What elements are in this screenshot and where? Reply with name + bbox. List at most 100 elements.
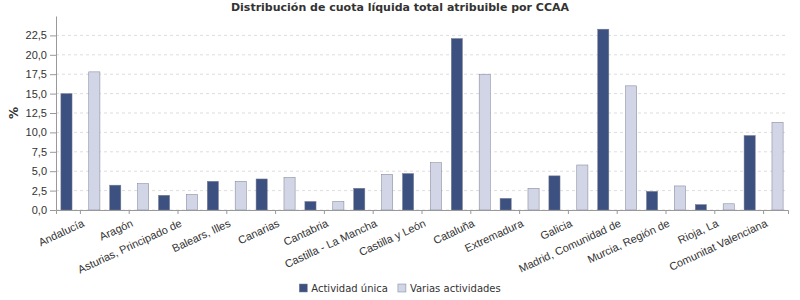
y-tick-mark — [50, 94, 56, 95]
y-tick: 20,0 — [26, 49, 56, 61]
x-tick-label: Murcia, Región de — [585, 217, 671, 266]
plot: 0,0 2,5 5,0 7,5 10,0 12,5 15,0 17,5 20,0 22,5 Anda… — [26, 17, 789, 276]
bar — [430, 163, 441, 210]
y-tick-mark — [50, 152, 56, 153]
y-axis-title: % — [7, 107, 21, 119]
grid-line — [56, 151, 788, 152]
x-tick-mark — [80, 210, 81, 214]
x-tick: Madrid, Comunidad de — [517, 210, 623, 275]
y-tick-label: 15,0 — [26, 88, 47, 100]
bar — [186, 194, 197, 210]
bar — [598, 29, 609, 210]
x-tick-label: Andalucía — [36, 216, 86, 248]
grid-line — [56, 113, 788, 114]
y-tick-label: 17,5 — [26, 68, 47, 80]
x-tick-mark — [568, 210, 569, 214]
x-tick-label: Balears, Illes — [170, 217, 233, 255]
x-tick: Balears, Illes — [170, 210, 233, 254]
y-tick: 10,0 — [26, 126, 56, 138]
x-tick-mark — [324, 210, 325, 214]
y-tick-mark — [50, 210, 56, 211]
x-tick-mark — [275, 210, 276, 214]
y-tick-mark — [50, 191, 56, 192]
bar — [382, 174, 393, 210]
bar — [305, 201, 316, 210]
legend-item: Varias actividades — [398, 283, 501, 294]
y-tick-label: 20,0 — [26, 49, 47, 61]
bar — [402, 174, 413, 210]
bar — [626, 86, 637, 210]
bar — [577, 165, 588, 210]
y-axis-line — [56, 17, 57, 211]
x-tick: Extremadura — [463, 210, 526, 254]
title: Distribución de cuota líquida total atri… — [231, 1, 570, 14]
x-tick-label: Canarias — [236, 217, 281, 247]
legend-label: Varias actividades — [410, 283, 501, 294]
y-tick: 0,0 — [32, 204, 56, 216]
y-tick-label: 12,5 — [26, 107, 47, 119]
bar — [479, 74, 490, 210]
bar — [333, 201, 344, 210]
x-tick-mark — [617, 210, 618, 214]
y-tick-mark — [50, 171, 56, 172]
x-tick-mark — [129, 210, 130, 214]
x-tick: Canarias — [236, 210, 281, 246]
x-tick: Castilla y León — [357, 210, 427, 258]
grid — [56, 35, 788, 210]
x-tick-mark — [519, 210, 520, 214]
x-tick-mark — [178, 210, 179, 214]
x-tick-mark — [470, 210, 471, 214]
grid-line — [56, 54, 788, 55]
bar — [61, 94, 72, 210]
x-tick: Murcia, Región de — [585, 210, 671, 265]
x-tick-label: Castilla y León — [357, 217, 427, 258]
y-tick-mark — [50, 74, 56, 75]
bar — [695, 205, 706, 210]
x-tick-label: Galicia — [538, 216, 574, 241]
bar — [528, 188, 539, 210]
y-tick-label: 2,5 — [32, 185, 47, 197]
x-tick: Aragón — [97, 210, 134, 243]
bar — [138, 184, 149, 210]
bars — [61, 29, 783, 210]
bar — [89, 72, 100, 210]
y-tick: 5,0 — [32, 165, 56, 177]
legend-item: Actividad única — [299, 283, 388, 294]
x-tick: Asturias, Principado de — [76, 210, 184, 275]
legend-swatch — [299, 284, 307, 292]
grid-line — [56, 74, 788, 75]
bar — [235, 181, 246, 210]
y-tick-label: 10,0 — [26, 126, 47, 138]
bar — [549, 176, 560, 210]
y-tick-mark — [50, 35, 56, 36]
x-tick-mark — [422, 210, 423, 214]
y-tick-mark — [50, 55, 56, 56]
x-tick-label: Extremadura — [463, 216, 526, 254]
grid-line — [56, 171, 788, 172]
x-tick: Castilla - La Mancha — [283, 210, 380, 270]
x-tick-mark — [763, 210, 764, 214]
chart: Distribución de cuota líquida total atri… — [0, 0, 800, 300]
x-tick: Galicia — [538, 210, 574, 242]
y-tick: 15,0 — [26, 88, 56, 100]
y-tick: 12,5 — [26, 107, 56, 119]
grid-line — [56, 93, 788, 94]
y-tick: 22,5 — [26, 29, 56, 41]
x-tick-label: Asturias, Principado de — [76, 217, 184, 276]
bar — [723, 204, 734, 210]
y-tick-label: 7,5 — [32, 146, 47, 158]
legend-swatch — [398, 284, 406, 292]
x-tick-mark — [666, 210, 667, 214]
bar — [772, 122, 783, 210]
x-tick: Andalucía — [36, 210, 86, 248]
y-tick: 2,5 — [32, 185, 56, 197]
x-axis-line — [57, 211, 789, 215]
grid-line — [56, 132, 788, 133]
y-axis: 0,0 2,5 5,0 7,5 10,0 12,5 15,0 17,5 20,0 22,5 — [26, 17, 57, 217]
bar — [500, 198, 511, 210]
y-tick-label: 22,5 — [26, 29, 47, 41]
y-tick: 7,5 — [32, 146, 56, 158]
x-tick-mark — [226, 210, 227, 214]
bar — [256, 179, 267, 210]
legend: Actividad única Varias actividades — [299, 283, 500, 294]
